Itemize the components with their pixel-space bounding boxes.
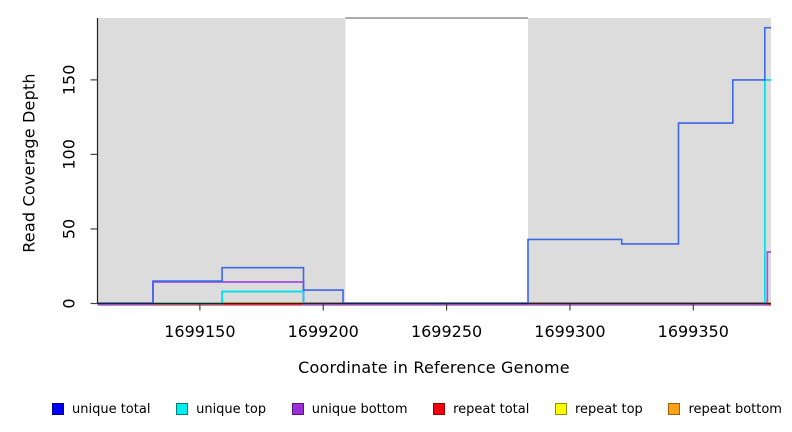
y-tick-label: 100 — [60, 139, 79, 170]
legend-item-unique-total: unique total — [52, 402, 150, 417]
legend-swatch-icon — [291, 403, 304, 415]
x-tick-label: 1699350 — [658, 322, 729, 341]
series-line-unique-total — [97, 26, 771, 305]
series-line-unique-top-top — [97, 79, 771, 305]
y-tick-label: 0 — [60, 298, 79, 308]
shaded-region — [527, 18, 771, 304]
legend-label: unique bottom — [311, 401, 408, 417]
legend-item-unique-top: unique top — [176, 402, 266, 417]
x-tick-label: 1699150 — [164, 322, 235, 341]
legend-swatch-icon — [176, 403, 189, 415]
legend-swatch-icon — [555, 403, 567, 415]
x-axis-title: Coordinate in Reference Genome — [298, 358, 570, 377]
legend-label: unique total — [72, 401, 151, 417]
legend-label: repeat bottom — [688, 401, 782, 417]
legend-item-repeat-bottom: repeat bottom — [668, 402, 782, 417]
legend-swatch-icon — [52, 403, 64, 415]
x-tick-label: 1699250 — [411, 322, 482, 341]
legend-label: unique top — [196, 401, 267, 417]
y-tick-label: 150 — [60, 65, 79, 96]
shaded-region — [97, 18, 346, 304]
legend-label: repeat top — [575, 401, 643, 417]
legend-item-repeat-top: repeat top — [555, 402, 643, 417]
x-tick-label: 1699200 — [288, 322, 359, 341]
legend-item-repeat-total: repeat total — [433, 402, 529, 417]
legend-label: repeat total — [453, 401, 530, 417]
y-tick-label: 50 — [60, 219, 79, 239]
legend: unique total unique top unique bottom repea… — [52, 400, 782, 418]
y-axis-title: Read Coverage Depth — [19, 73, 39, 253]
legend-item-unique-bottom: unique bottom — [291, 401, 408, 417]
x-tick-label: 1699300 — [534, 322, 605, 341]
legend-swatch-icon — [668, 403, 681, 415]
legend-swatch-icon — [433, 403, 446, 415]
